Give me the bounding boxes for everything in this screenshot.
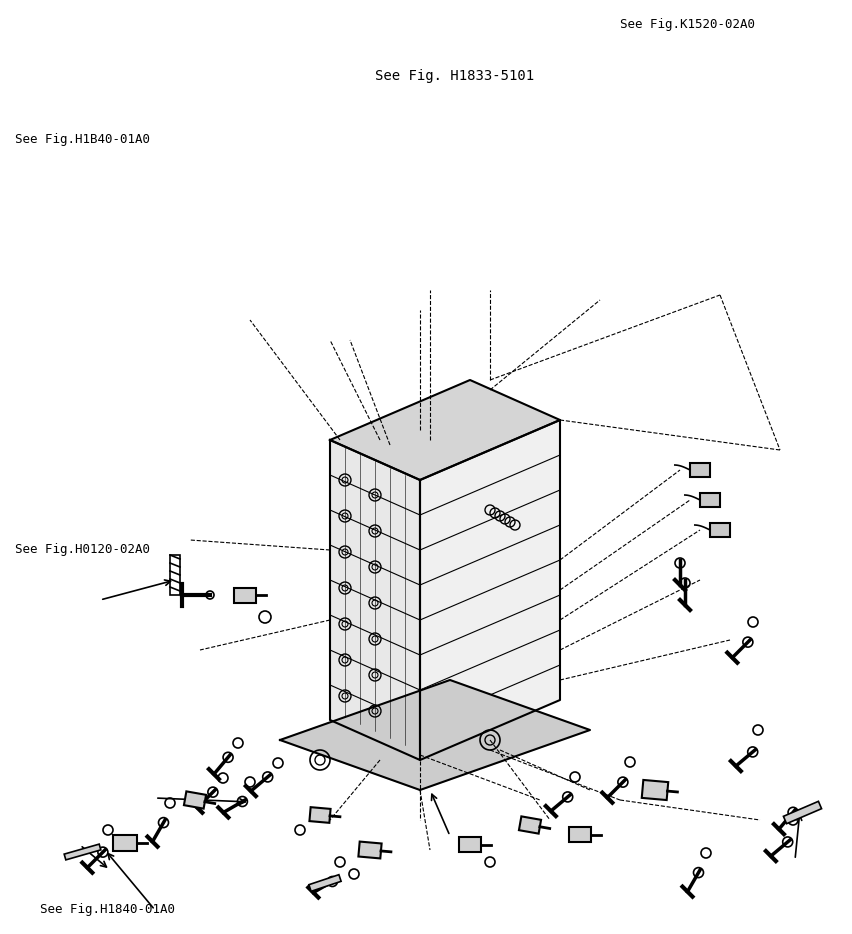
Polygon shape bbox=[641, 780, 667, 800]
Polygon shape bbox=[308, 874, 341, 891]
Polygon shape bbox=[689, 463, 709, 477]
Polygon shape bbox=[184, 791, 206, 809]
Polygon shape bbox=[518, 816, 540, 834]
Polygon shape bbox=[568, 828, 590, 842]
Text: See Fig. H1833-5101: See Fig. H1833-5101 bbox=[375, 69, 533, 83]
Bar bbox=[170, 555, 180, 595]
Polygon shape bbox=[330, 440, 419, 760]
Polygon shape bbox=[330, 380, 560, 480]
Polygon shape bbox=[64, 844, 101, 860]
Polygon shape bbox=[279, 680, 590, 790]
Polygon shape bbox=[358, 842, 381, 858]
Polygon shape bbox=[419, 420, 560, 760]
Text: See Fig.H0120-02A0: See Fig.H0120-02A0 bbox=[15, 543, 150, 556]
Polygon shape bbox=[309, 807, 331, 823]
Polygon shape bbox=[458, 838, 481, 853]
Polygon shape bbox=[233, 587, 256, 602]
Polygon shape bbox=[709, 523, 729, 537]
Text: See Fig.H1B40-01A0: See Fig.H1B40-01A0 bbox=[15, 133, 150, 146]
Text: See Fig.K1520-02A0: See Fig.K1520-02A0 bbox=[619, 18, 754, 31]
Polygon shape bbox=[112, 835, 137, 851]
Polygon shape bbox=[782, 801, 820, 824]
Text: See Fig.H1840-01A0: See Fig.H1840-01A0 bbox=[40, 903, 175, 916]
Polygon shape bbox=[699, 493, 719, 507]
